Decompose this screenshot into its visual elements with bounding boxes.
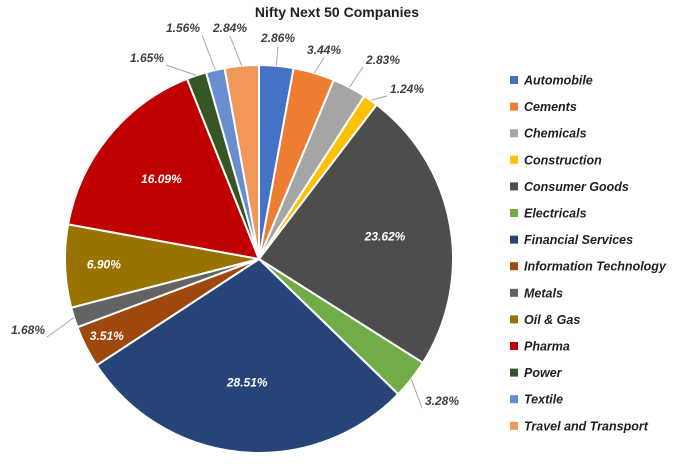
data-label-metals: 1.68% xyxy=(11,323,45,337)
leader-line-cements xyxy=(313,57,325,74)
data-label-cements: 3.44% xyxy=(307,43,341,57)
leader-line-metals xyxy=(46,317,75,338)
legend-label-information-technology: Information Technology xyxy=(524,260,667,274)
data-label-automobile: 2.86% xyxy=(260,31,295,45)
legend-label-chemicals: Chemicals xyxy=(524,127,587,141)
legend-label-pharma: Pharma xyxy=(524,340,570,354)
legend-swatch-metals xyxy=(510,288,518,297)
legend-label-electricals: Electricals xyxy=(524,207,587,221)
data-label-travel-and-transport: 2.84% xyxy=(212,21,247,35)
leader-line-power xyxy=(165,64,197,76)
legend-swatch-chemicals xyxy=(510,129,518,138)
data-label-oil-and-gas: 6.90% xyxy=(87,258,121,272)
pie-slices xyxy=(64,63,454,454)
slice-labels: 2.86% 3.44% 2.83% 1.24% 23.62% 3.28% 28.51% 3.5… xyxy=(11,21,459,408)
legend-label-consumer-goods: Consumer Goods xyxy=(524,180,629,194)
legend-swatch-information-technology xyxy=(510,262,518,271)
legend-swatch-oil-and-gas xyxy=(510,315,518,324)
legend-swatch-travel-and-transport xyxy=(510,421,518,430)
legend-label-construction: Construction xyxy=(524,153,602,167)
legend-label-cements: Cements xyxy=(524,100,577,114)
data-label-financial-services: 28.51% xyxy=(226,376,268,390)
legend-label-oil-and-gas: Oil & Gas xyxy=(524,313,580,327)
legend-swatch-pharma xyxy=(510,342,518,350)
legend-label-metals: Metals xyxy=(524,286,563,300)
data-label-consumer-goods: 23.62% xyxy=(364,229,406,243)
legend-swatch-electricals xyxy=(510,209,518,217)
legend-swatch-consumer-goods xyxy=(510,182,518,191)
data-label-chemicals: 2.83% xyxy=(365,53,400,67)
data-label-pharma: 16.09% xyxy=(141,172,182,186)
chart-title: Nifty Next 50 Companies xyxy=(255,4,419,20)
legend-swatch-textile xyxy=(510,395,518,404)
leader-line-travel-and-transport xyxy=(229,35,243,66)
data-label-construction: 1.24% xyxy=(390,82,424,96)
leader-line-electricals xyxy=(410,378,423,409)
data-label-information-technology: 3.51% xyxy=(90,329,124,343)
legend-label-automobile: Automobile xyxy=(523,74,593,88)
legend-swatch-construction xyxy=(510,155,518,164)
slice-financial-services xyxy=(95,257,400,454)
legend-swatch-financial-services xyxy=(510,235,518,244)
slice-consumer-goods xyxy=(257,103,454,365)
slice-pharma xyxy=(66,77,261,261)
legend-swatch-automobile xyxy=(510,76,518,84)
legend-label-textile: Textile xyxy=(524,393,563,407)
legend-label-travel-and-transport: Travel and Transport xyxy=(524,419,649,433)
legend-label-financial-services: Financial Services xyxy=(524,233,633,247)
leader-line-chemicals xyxy=(348,66,364,88)
legend: Automobile Cements Chemicals Construction Co… xyxy=(510,74,667,433)
data-label-textile: 1.56% xyxy=(166,21,200,35)
legend-swatch-power xyxy=(510,368,518,377)
leader-line-textile xyxy=(201,34,216,71)
data-label-electricals: 3.28% xyxy=(425,394,459,408)
leader-line-automobile xyxy=(275,45,279,66)
data-label-power: 1.65% xyxy=(130,51,164,65)
leader-lines xyxy=(46,34,423,409)
legend-swatch-cements xyxy=(510,102,518,111)
leader-line-construction xyxy=(370,95,388,101)
legend-label-power: Power xyxy=(524,366,563,380)
